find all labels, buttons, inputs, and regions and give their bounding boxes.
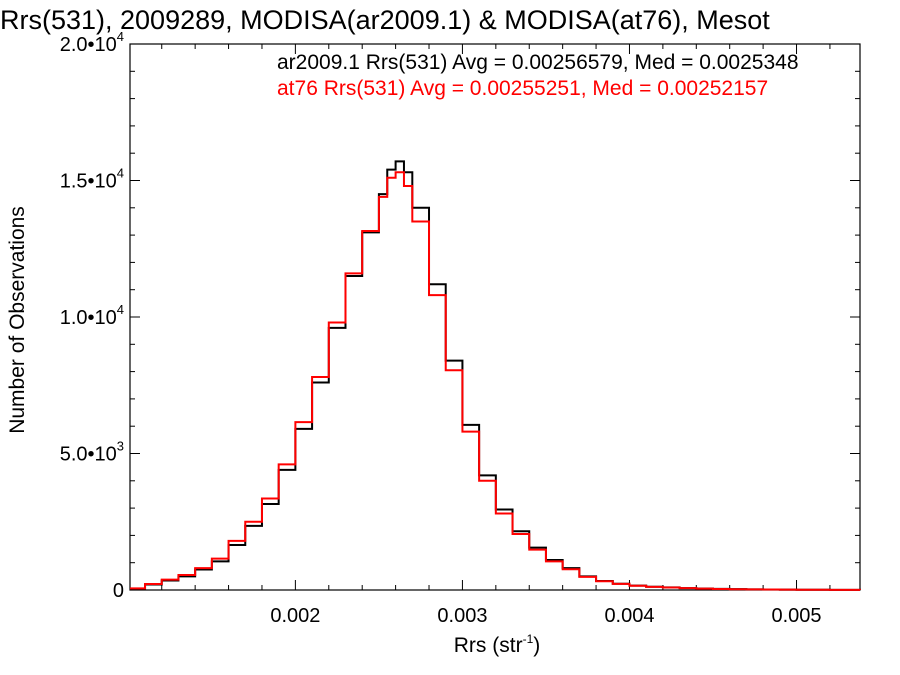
y-tick-label: 1.5•104 [60, 166, 124, 193]
y-axis-label: Number of Observations [6, 206, 29, 434]
x-axis: 0.002 0.003 0.004 0.005 [161, 44, 831, 627]
legend: ar2009.1 Rrs(531) Avg = 0.00256579, Med … [277, 51, 799, 100]
x-axis-label-main: Rrs (str [454, 634, 523, 657]
y-tick-label: 1.0•104 [60, 302, 124, 329]
chart-title: Rrs(531), 2009289, MODISA(ar2009.1) & MO… [0, 5, 770, 35]
x-tick-label: 0.005 [771, 605, 821, 627]
series-layer [130, 160, 861, 591]
y-axis: 0 5.0•103 1.0•104 1.5•104 2.0•104 [60, 29, 860, 602]
y-tick-label: 0 [113, 580, 124, 602]
legend-entry-at76: at76 Rrs(531) Avg = 0.00255251, Med = 0.… [277, 77, 768, 100]
x-tick-label: 0.003 [437, 605, 487, 627]
x-axis-label: Rrs (str-1) [454, 632, 541, 657]
x-tick-label: 0.004 [604, 605, 654, 627]
series-line-ar2009.1 [130, 160, 861, 591]
x-axis-label-close: ) [533, 634, 540, 657]
y-tick-label: 5.0•103 [60, 439, 124, 466]
legend-entry-ar2009.1: ar2009.1 Rrs(531) Avg = 0.00256579, Med … [277, 51, 799, 74]
x-tick-label: 0.002 [270, 605, 320, 627]
y-tick-label: 2.0•104 [60, 29, 124, 56]
series-line-at76 [130, 171, 861, 591]
x-axis-label-superscript: -1 [523, 632, 534, 646]
